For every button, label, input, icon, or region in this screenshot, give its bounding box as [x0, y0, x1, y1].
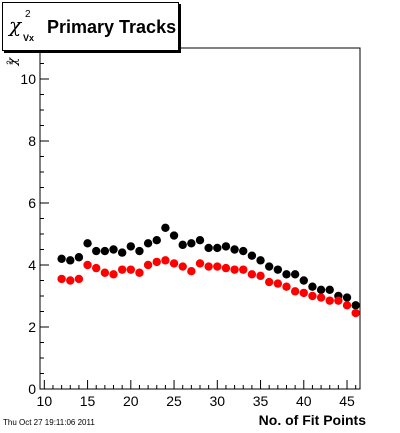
x-tick-label: 40: [296, 393, 312, 409]
data-point-red: [135, 268, 144, 277]
data-point-red: [290, 287, 300, 296]
data-point-black: [351, 301, 360, 310]
data-point-black: [221, 242, 231, 251]
x-tick-label: 15: [80, 393, 96, 409]
footer-date: Thu Oct 27 19:11:06 2011: [3, 418, 95, 427]
data-point-black: [135, 246, 144, 256]
data-point-red: [100, 268, 110, 277]
title-box: χ 2 Vx Primary Tracks: [2, 2, 179, 51]
data-point-black: [239, 246, 248, 256]
data-point-red: [152, 257, 161, 267]
y-tick-label: 4: [28, 257, 36, 273]
data-point-red: [316, 293, 326, 302]
data-point-black: [117, 248, 127, 257]
data-point-black: [342, 293, 352, 302]
data-point-black: [83, 239, 92, 248]
data-point-red: [161, 256, 170, 265]
y-axis-label-superscript: 2: [5, 60, 15, 65]
data-point-red: [221, 263, 231, 273]
data-point-red: [195, 259, 205, 268]
data-point-black: [169, 231, 179, 240]
data-point-black: [213, 243, 222, 253]
x-tick-label: 30: [210, 393, 226, 409]
y-tick-label: 0: [28, 381, 36, 397]
chart-title: Primary Tracks: [47, 17, 177, 37]
data-point-black: [100, 246, 110, 256]
data-point-black: [273, 265, 283, 274]
data-point-red: [325, 296, 334, 305]
data-point-red: [247, 270, 257, 279]
data-point-black: [316, 285, 326, 294]
x-tick-label: 45: [339, 393, 355, 409]
data-point-red: [178, 262, 187, 271]
y-tick-label: 8: [28, 133, 36, 149]
data-point-red: [57, 274, 66, 284]
data-point-black: [66, 256, 75, 265]
data-point-red: [264, 277, 274, 287]
y-tick-label: 10: [20, 71, 36, 87]
data-point-red: [342, 301, 352, 310]
data-point-red: [109, 270, 118, 279]
data-point-red: [187, 267, 196, 276]
data-point-red: [204, 262, 213, 271]
title-chi: χ: [9, 13, 22, 37]
x-axis-label: No. of Fit Points: [258, 412, 366, 428]
data-point-black: [195, 236, 205, 245]
data-point-black: [109, 245, 118, 254]
data-point-red: [239, 265, 248, 274]
data-point-black: [204, 243, 213, 253]
data-point-red: [230, 265, 239, 274]
data-point-black: [325, 285, 334, 294]
data-point-red: [143, 260, 153, 270]
data-point-red: [74, 274, 84, 284]
data-point-black: [161, 223, 170, 232]
data-point-red: [213, 262, 222, 271]
title-subscript: Vx: [23, 33, 35, 43]
data-point-red: [256, 271, 265, 281]
data-point-black: [126, 242, 136, 251]
data-point-red: [282, 282, 291, 291]
x-tick-label: 10: [37, 393, 53, 409]
y-tick-label: 2: [28, 319, 36, 335]
data-point-red: [117, 265, 127, 274]
data-point-black: [92, 246, 101, 256]
data-point-black: [178, 240, 187, 250]
data-point-black: [290, 270, 300, 279]
data-point-red: [273, 279, 283, 288]
data-point-black: [230, 245, 239, 254]
data-point-red: [351, 308, 360, 318]
data-point-black: [308, 282, 317, 291]
data-point-black: [299, 276, 308, 285]
plot-frame: [39, 47, 361, 390]
data-point-black: [264, 262, 274, 271]
data-point-black: [143, 239, 153, 248]
data-point-black: [152, 236, 161, 245]
data-point-red: [92, 263, 101, 273]
data-point-black: [247, 251, 257, 260]
x-tick-label: 35: [253, 393, 269, 409]
data-point-red: [126, 265, 136, 274]
data-point-black: [74, 253, 84, 262]
x-tick-label: 20: [123, 393, 139, 409]
data-point-red: [83, 260, 92, 270]
data-point-red: [308, 291, 317, 301]
data-point-red: [66, 276, 75, 285]
title-superscript: 2: [25, 9, 31, 20]
x-tick-label: 25: [166, 393, 182, 409]
y-tick-label: 6: [28, 195, 36, 211]
data-point-black: [256, 256, 265, 265]
data-point-red: [334, 296, 343, 305]
data-point-red: [169, 259, 179, 268]
data-point-red: [299, 288, 308, 298]
y-axis-label: χ 2: [5, 54, 26, 88]
data-point-black: [57, 254, 66, 263]
data-point-black: [282, 270, 291, 279]
data-point-black: [187, 239, 196, 248]
